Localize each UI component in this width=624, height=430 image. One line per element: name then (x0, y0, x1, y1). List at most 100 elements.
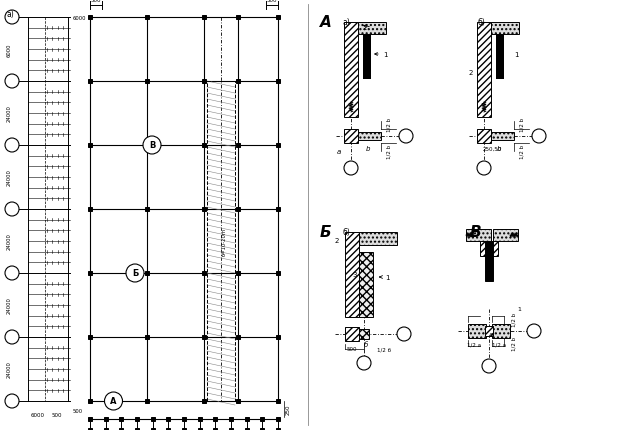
Bar (345, 327, 359, 341)
Bar (236, 271, 240, 275)
Text: b: b (497, 146, 501, 152)
Text: 1: 1 (385, 274, 389, 280)
Text: Б: Б (320, 224, 331, 240)
Bar (145, 399, 149, 403)
Text: 1: 1 (517, 307, 521, 312)
Bar (276, 271, 280, 275)
Circle shape (126, 264, 144, 283)
Circle shape (344, 162, 358, 175)
Circle shape (397, 327, 411, 341)
Text: a: a (337, 149, 341, 155)
Bar (236, 208, 240, 212)
Bar (276, 16, 280, 20)
Bar (236, 80, 240, 84)
Circle shape (357, 356, 371, 370)
Bar (276, 417, 280, 421)
Bar (88, 399, 92, 403)
Text: 1/2 b: 1/2 b (386, 144, 391, 159)
Bar (229, 428, 233, 430)
Text: а): а) (342, 18, 349, 27)
Bar (198, 428, 202, 430)
Bar (344, 23, 358, 118)
Bar (260, 417, 265, 421)
Circle shape (399, 130, 413, 144)
Circle shape (477, 162, 491, 175)
Bar (496, 35, 504, 80)
Text: 1/2 a: 1/2 a (467, 342, 481, 347)
Bar (198, 417, 202, 421)
Text: 500: 500 (266, 0, 277, 3)
Circle shape (5, 394, 19, 408)
Bar (104, 417, 108, 421)
Bar (150, 428, 155, 430)
Bar (167, 417, 170, 421)
Text: 6000: 6000 (73, 15, 87, 21)
Bar (88, 428, 92, 430)
Text: a: a (489, 331, 493, 337)
Circle shape (482, 359, 496, 373)
Bar (213, 417, 217, 421)
Circle shape (532, 130, 546, 144)
Bar (202, 335, 206, 339)
Bar (104, 428, 108, 430)
Text: б): б) (342, 227, 349, 236)
Bar (119, 417, 124, 421)
Bar (182, 428, 186, 430)
Circle shape (143, 137, 161, 155)
Text: В: В (149, 141, 155, 150)
Text: 1/2 b: 1/2 b (512, 336, 517, 350)
Bar (493, 230, 518, 241)
Bar (202, 144, 206, 147)
Bar (276, 428, 280, 430)
Text: б): б) (477, 18, 485, 27)
Text: 1: 1 (383, 52, 388, 58)
Text: 3: 3 (353, 271, 358, 277)
Text: А: А (320, 15, 332, 30)
Bar (276, 399, 280, 403)
Text: б=10-20m: б=10-20m (222, 227, 227, 255)
Bar (236, 335, 240, 339)
Bar (145, 208, 149, 212)
Text: 250,50: 250,50 (482, 146, 502, 151)
Bar (145, 80, 149, 84)
Bar (145, 144, 149, 147)
Bar (492, 324, 510, 338)
Bar (182, 417, 186, 421)
Bar (88, 208, 92, 212)
Text: 2: 2 (334, 237, 339, 243)
Bar (485, 326, 493, 336)
Circle shape (5, 203, 19, 216)
Text: Б: Б (132, 269, 138, 278)
Text: 1/2 b: 1/2 b (520, 144, 525, 159)
Bar (468, 324, 486, 338)
Text: 1/2 b: 1/2 b (386, 118, 391, 132)
Text: 500: 500 (90, 0, 101, 3)
Bar (202, 16, 206, 20)
Bar (229, 417, 233, 421)
Bar (359, 252, 373, 317)
Text: А: А (110, 396, 117, 405)
Text: 1/2 a: 1/2 a (492, 342, 506, 347)
Text: 1: 1 (514, 52, 519, 58)
Bar (491, 133, 514, 141)
Text: 24000: 24000 (6, 105, 11, 122)
Circle shape (5, 139, 19, 153)
Text: 1/2 б: 1/2 б (377, 347, 391, 352)
Bar (359, 329, 369, 339)
Bar (236, 144, 240, 147)
Text: 6000: 6000 (31, 412, 45, 418)
Bar (260, 428, 265, 430)
Text: 500: 500 (52, 412, 62, 418)
Bar (245, 417, 249, 421)
Bar (276, 80, 280, 84)
Text: 24000: 24000 (6, 233, 11, 250)
Bar (477, 23, 491, 118)
Circle shape (527, 324, 541, 338)
Bar (477, 130, 491, 144)
Bar (145, 271, 149, 275)
Bar (358, 23, 386, 35)
Bar (88, 417, 92, 421)
Text: b: b (366, 146, 370, 152)
Text: 2: 2 (469, 70, 474, 76)
Text: 1/2 b: 1/2 b (520, 118, 525, 132)
